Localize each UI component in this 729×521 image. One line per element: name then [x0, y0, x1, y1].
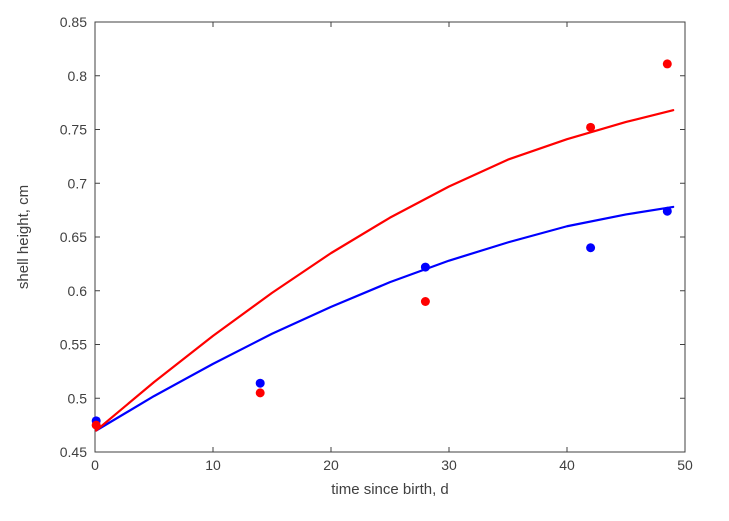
series-red-point [256, 388, 265, 397]
series-blue-point [421, 263, 430, 272]
x-axis-label: time since birth, d [331, 481, 449, 498]
y-tick-label: 0.8 [68, 68, 88, 84]
x-tick-label: 0 [91, 457, 99, 473]
x-tick-label: 30 [441, 457, 457, 473]
series-red-point [92, 421, 101, 430]
y-axis-label: shell height, cm [15, 185, 32, 289]
x-tick-label: 40 [559, 457, 575, 473]
y-tick-label: 0.45 [60, 444, 87, 460]
series-red-point [421, 297, 430, 306]
y-tick-label: 0.85 [60, 14, 87, 30]
x-tick-label: 20 [323, 457, 339, 473]
y-tick-label: 0.6 [68, 283, 88, 299]
series-red-point [663, 59, 672, 68]
series-red-point [586, 123, 595, 132]
y-tick-label: 0.7 [68, 175, 88, 191]
x-tick-label: 50 [677, 457, 693, 473]
chart-background [0, 0, 729, 521]
chart-container: 0 10 20 30 40 50 0.45 0.5 0.55 0.6 0.65 0.7 0.75 0.8 0… [0, 0, 729, 521]
y-tick-label: 0.55 [60, 337, 87, 353]
x-tick-label: 10 [205, 457, 221, 473]
y-tick-label: 0.5 [68, 390, 88, 406]
y-tick-label: 0.65 [60, 229, 87, 245]
series-blue-point [256, 379, 265, 388]
series-blue-point [586, 243, 595, 252]
y-tick-label: 0.75 [60, 122, 87, 138]
series-blue-point [663, 207, 672, 216]
scatter-line-chart: 0 10 20 30 40 50 0.45 0.5 0.55 0.6 0.65 0.7 0.75 0.8 0… [0, 0, 729, 521]
